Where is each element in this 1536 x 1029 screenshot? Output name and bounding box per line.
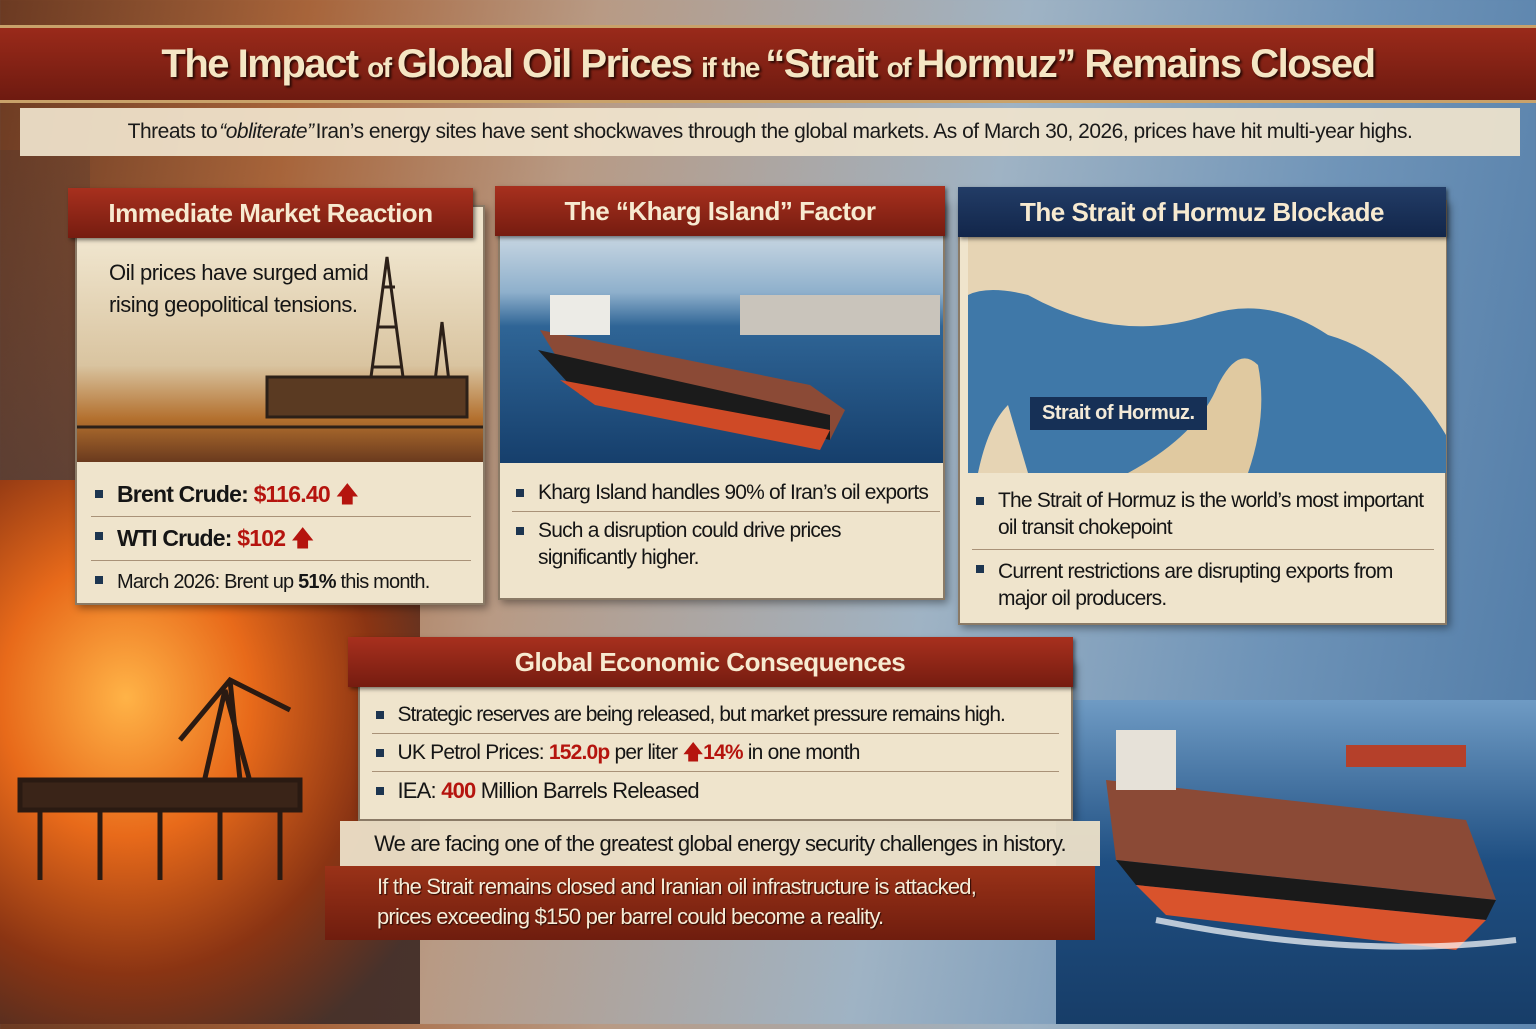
oil-rig-illustration [77,247,483,462]
up-arrow-icon: 🡅 [335,481,359,507]
market-intro: Oil prices have surged amid rising geopo… [109,260,369,317]
kharg-bullet: Kharg Island handles 90% of Iran’s oil e… [512,474,940,512]
market-reaction-panel: Oil prices have surged amid rising geopo… [75,205,485,605]
kharg-bullet: Such a disruption could drive prices sig… [512,512,940,576]
hormuz-blockade-heading: The Strait of Hormuz Blockade [958,187,1446,237]
kharg-island-panel: Kharg Island handles 90% of Iran’s oil e… [498,200,945,600]
quote-strip: We are facing one of the greatest global… [340,821,1100,866]
subtitle: Threats to “obliterate” Iran’s energy si… [20,108,1520,156]
warning-line: prices exceeding $150 per barrel could b… [377,904,884,929]
consequences-list: Strategic reserves are being released, b… [371,696,1059,809]
brent-crude-item: Brent Crude: $116.40 🡅 [91,475,471,517]
security-quote: We are facing one of the greatest global… [374,830,1067,856]
market-list: Brent Crude: $116.40 🡅 WTI Crude: $102 🡅… [91,475,471,601]
wti-crude-item: WTI Crude: $102 🡅 [91,517,471,561]
economic-consequences-heading: Global Economic Consequences [347,637,1073,687]
strait-map: Strait of Hormuz. [968,235,1446,473]
oil-tanker-photo [500,235,943,463]
hormuz-list: The Strait of Hormuz is the world’s most… [972,482,1434,617]
title-banner: The Impact of Global Oil Prices if the “… [0,25,1536,103]
kharg-list: Kharg Island handles 90% of Iran’s oil e… [512,474,940,576]
reserves-item: Strategic reserves are being released, b… [371,696,1059,734]
warning-line: If the Strait remains closed and Iranian… [377,874,977,899]
march-change-item: March 2026: Brent up 51% this month. [91,561,471,601]
up-arrow-icon: 🡅 [682,741,704,764]
uk-petrol-item: UK Petrol Prices: 152.0p per liter 🡅14% … [371,734,1059,772]
up-arrow-icon: 🡅 [290,525,315,551]
warning-banner: If the Strait remains closed and Iranian… [325,866,1095,940]
tanker-at-sea-illustration [1056,700,1536,1024]
market-reaction-heading: Immediate Market Reaction [68,188,473,238]
map-label-strait-of-hormuz: Strait of Hormuz. [1030,397,1207,430]
kharg-island-heading: The “Kharg Island” Factor [495,186,945,236]
hormuz-blockade-panel: Strait of Hormuz. The Strait of Hormuz i… [958,200,1447,625]
hormuz-bullet: The Strait of Hormuz is the world’s most… [972,482,1434,550]
iea-item: IEA: 400 Million Barrels Released [372,772,1059,809]
hormuz-bullet: Current restrictions are disrupting expo… [972,550,1434,617]
page-title: The Impact of Global Oil Prices if the “… [161,41,1376,86]
consequences-section: Global Economic Consequences Strategic r… [325,637,1100,940]
